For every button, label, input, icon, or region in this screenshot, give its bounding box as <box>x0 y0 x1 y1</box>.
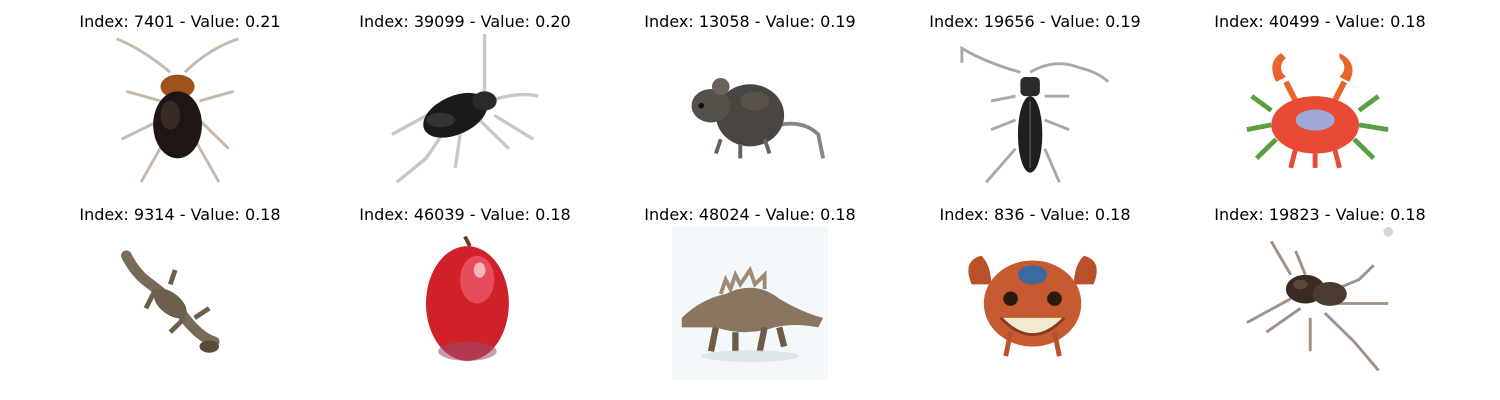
cockroach-icon <box>102 34 258 187</box>
crab-icon <box>1242 34 1398 187</box>
panel-title: Index: 48024 - Value: 0.18 <box>644 205 856 224</box>
spider-icon <box>1242 227 1398 380</box>
apple-icon <box>387 227 543 380</box>
panel-title: Index: 19656 - Value: 0.19 <box>929 12 1141 31</box>
image-panel: Index: 48024 - Value: 0.18 <box>644 205 856 380</box>
image-panel: Index: 46039 - Value: 0.18 <box>359 205 571 380</box>
image-panel: Index: 13058 - Value: 0.19 <box>644 12 856 187</box>
longhorn-beetle-icon <box>957 34 1113 187</box>
image-panel: Index: 39099 - Value: 0.20 <box>359 12 571 187</box>
panel-title: Index: 7401 - Value: 0.21 <box>79 12 281 31</box>
image-panel: Index: 7401 - Value: 0.21 <box>79 12 281 187</box>
rodent-icon <box>672 34 828 187</box>
panel-title: Index: 836 - Value: 0.18 <box>939 205 1131 224</box>
crab-face-icon <box>957 227 1113 380</box>
panel-title: Index: 46039 - Value: 0.18 <box>359 205 571 224</box>
panel-title: Index: 19823 - Value: 0.18 <box>1214 205 1426 224</box>
panel-title: Index: 9314 - Value: 0.18 <box>79 205 281 224</box>
image-panel: Index: 836 - Value: 0.18 <box>939 205 1131 380</box>
panel-title: Index: 40499 - Value: 0.18 <box>1214 12 1426 31</box>
image-panel: Index: 19656 - Value: 0.19 <box>929 12 1141 187</box>
lizard-icon <box>102 227 258 380</box>
dinosaur-icon <box>672 227 828 380</box>
image-panel: Index: 19823 - Value: 0.18 <box>1214 205 1426 380</box>
panel-title: Index: 13058 - Value: 0.19 <box>644 12 856 31</box>
image-panel: Index: 40499 - Value: 0.18 <box>1214 12 1426 187</box>
beetle-icon <box>387 34 543 187</box>
panel-title: Index: 39099 - Value: 0.20 <box>359 12 571 31</box>
image-panel: Index: 9314 - Value: 0.18 <box>79 205 281 380</box>
